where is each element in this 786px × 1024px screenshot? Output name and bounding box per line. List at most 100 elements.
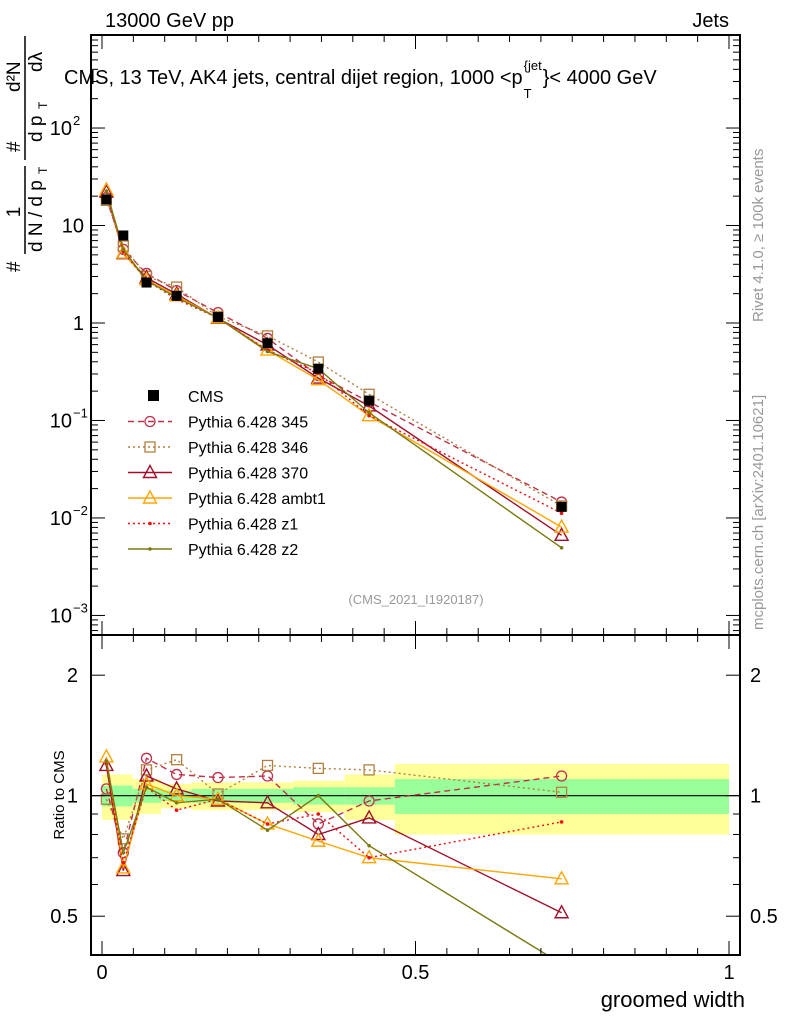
legend-marker	[144, 415, 156, 428]
series-point-3	[115, 244, 131, 259]
series-line-1	[105, 200, 562, 507]
ratio-point-1	[170, 754, 183, 766]
ratio-point-0	[212, 771, 224, 784]
legend-marker	[148, 547, 152, 551]
title-sub: T	[524, 86, 532, 101]
ratio-y-tick-label-right: 2	[750, 665, 761, 687]
y-axis-label: # 1 d N / d p T # d²N d p T dλ	[4, 36, 50, 272]
legend-marker	[142, 464, 158, 479]
ratio-point-1	[140, 764, 153, 776]
ratio-point-5	[316, 793, 321, 798]
legend-label: Pythia 6.428 z2	[188, 542, 298, 559]
ratio-point-3	[168, 787, 185, 802]
ratio-y-label: Ratio to CMS	[51, 750, 68, 839]
ylabel-den2: d p	[26, 116, 47, 142]
ratio-point-5	[265, 828, 270, 832]
title-text: CMS, 13 TeV, AK4 jets, central dijet reg…	[64, 67, 523, 89]
ratio-point-0	[363, 795, 375, 807]
ratio-point-1	[261, 759, 274, 772]
ratio-y-tick-label: 0.5	[50, 906, 78, 928]
ratio-point-3	[553, 870, 570, 885]
analysis-watermark: (CMS_2021_I1920187)	[348, 592, 483, 607]
ratio-point-5	[121, 851, 126, 855]
series-line-0	[105, 197, 562, 503]
y-tick-label: 10	[62, 216, 84, 238]
ratio-point-3	[361, 849, 377, 864]
y-tick-label: 10	[50, 605, 72, 627]
series-point-4	[559, 511, 564, 516]
ylabel-hash1: #	[4, 261, 25, 272]
series-point-5	[559, 546, 564, 550]
ratio-point-3	[115, 859, 131, 874]
y-tick-exponent: −1	[73, 405, 88, 420]
ratio-line-0	[105, 757, 562, 853]
legend-label: Pythia 6.428 345	[188, 415, 308, 432]
ratio-point-4	[121, 860, 126, 865]
ylabel-num2: d²N	[4, 61, 25, 92]
ratio-point-2	[553, 904, 570, 919]
ratio-point-5	[367, 843, 371, 848]
x-tick-label: 1	[723, 962, 734, 984]
header-process: 13000 GeV pp	[105, 10, 234, 32]
legend-label: Pythia 6.428 z1	[188, 517, 298, 534]
mcplots-label: mcplots.cern.ch [arXiv:2401.10621]	[750, 395, 767, 630]
x-tick-label: 0	[96, 962, 107, 984]
legend-marker	[148, 521, 152, 526]
ylabel-num1: 1	[4, 207, 25, 218]
ratio-point-2	[310, 826, 326, 841]
legend-label: CMS	[188, 389, 224, 406]
chart-title: CMS, 13 TeV, AK4 jets, central dijet reg…	[64, 58, 657, 101]
ylabel-den2-sub: T	[36, 101, 50, 109]
title-end: }< 4000 GeV	[543, 67, 658, 89]
y-tick-label: 10	[50, 118, 72, 140]
ratio-point-2	[115, 862, 131, 877]
ratio-point-3	[210, 790, 226, 805]
series-line-5	[105, 190, 562, 549]
y-tick-exponent: −3	[73, 600, 88, 615]
series-line-2	[105, 191, 562, 536]
ratio-line-4	[105, 763, 562, 863]
ratio-point-4	[316, 812, 321, 816]
x-tick-label: 0.5	[402, 962, 430, 984]
data-point-cms	[212, 312, 223, 323]
data-point-cms	[141, 277, 152, 288]
ratio-point-3	[310, 832, 326, 847]
ylabel-hash2: #	[4, 141, 25, 152]
ratio-point-0	[170, 768, 183, 781]
series-point-5	[367, 410, 371, 415]
y-tick-label: 1	[73, 313, 84, 335]
ratio-point-4	[367, 855, 371, 860]
uncertainty-band-inner	[394, 779, 729, 815]
ratio-point-5	[560, 962, 564, 966]
ratio-point-4	[265, 822, 270, 826]
series-point-5	[104, 189, 109, 193]
series-point-5	[265, 349, 270, 354]
data-point-cms	[118, 230, 129, 241]
ratio-point-5	[216, 797, 220, 802]
data-point-cms	[313, 363, 324, 374]
series-line-4	[105, 191, 562, 514]
series-point-5	[121, 247, 126, 252]
ratio-point-4	[174, 808, 179, 812]
legend-label: Pythia 6.428 ambt1	[188, 491, 326, 508]
title-sup: {jet	[524, 58, 542, 73]
ratio-point-5	[174, 800, 179, 805]
rivet-version-label: Rivet 4.1.0, ≥ 100k events	[750, 149, 767, 322]
ratio-point-1	[363, 764, 375, 776]
x-axis-label: groomed width	[601, 987, 745, 1012]
series-line-3	[105, 189, 562, 528]
ratio-point-2	[361, 809, 377, 824]
ratio-point-0	[140, 752, 153, 764]
data-point-cms	[101, 194, 112, 205]
series-point-2	[553, 526, 570, 542]
legend-label: Pythia 6.428 346	[188, 440, 308, 457]
y-tick-label: 10	[50, 410, 72, 432]
y-tick-exponent: −2	[73, 503, 88, 518]
series-point-3	[553, 518, 570, 533]
ratio-point-5	[144, 785, 149, 790]
data-point-cms	[262, 338, 273, 349]
legend: CMS Pythia 6.428 345 Pythia 6.428 346 Pythi…	[128, 389, 326, 559]
ratio-point-2	[168, 780, 185, 795]
ratio-y-tick-label-right: 0.5	[750, 906, 778, 928]
